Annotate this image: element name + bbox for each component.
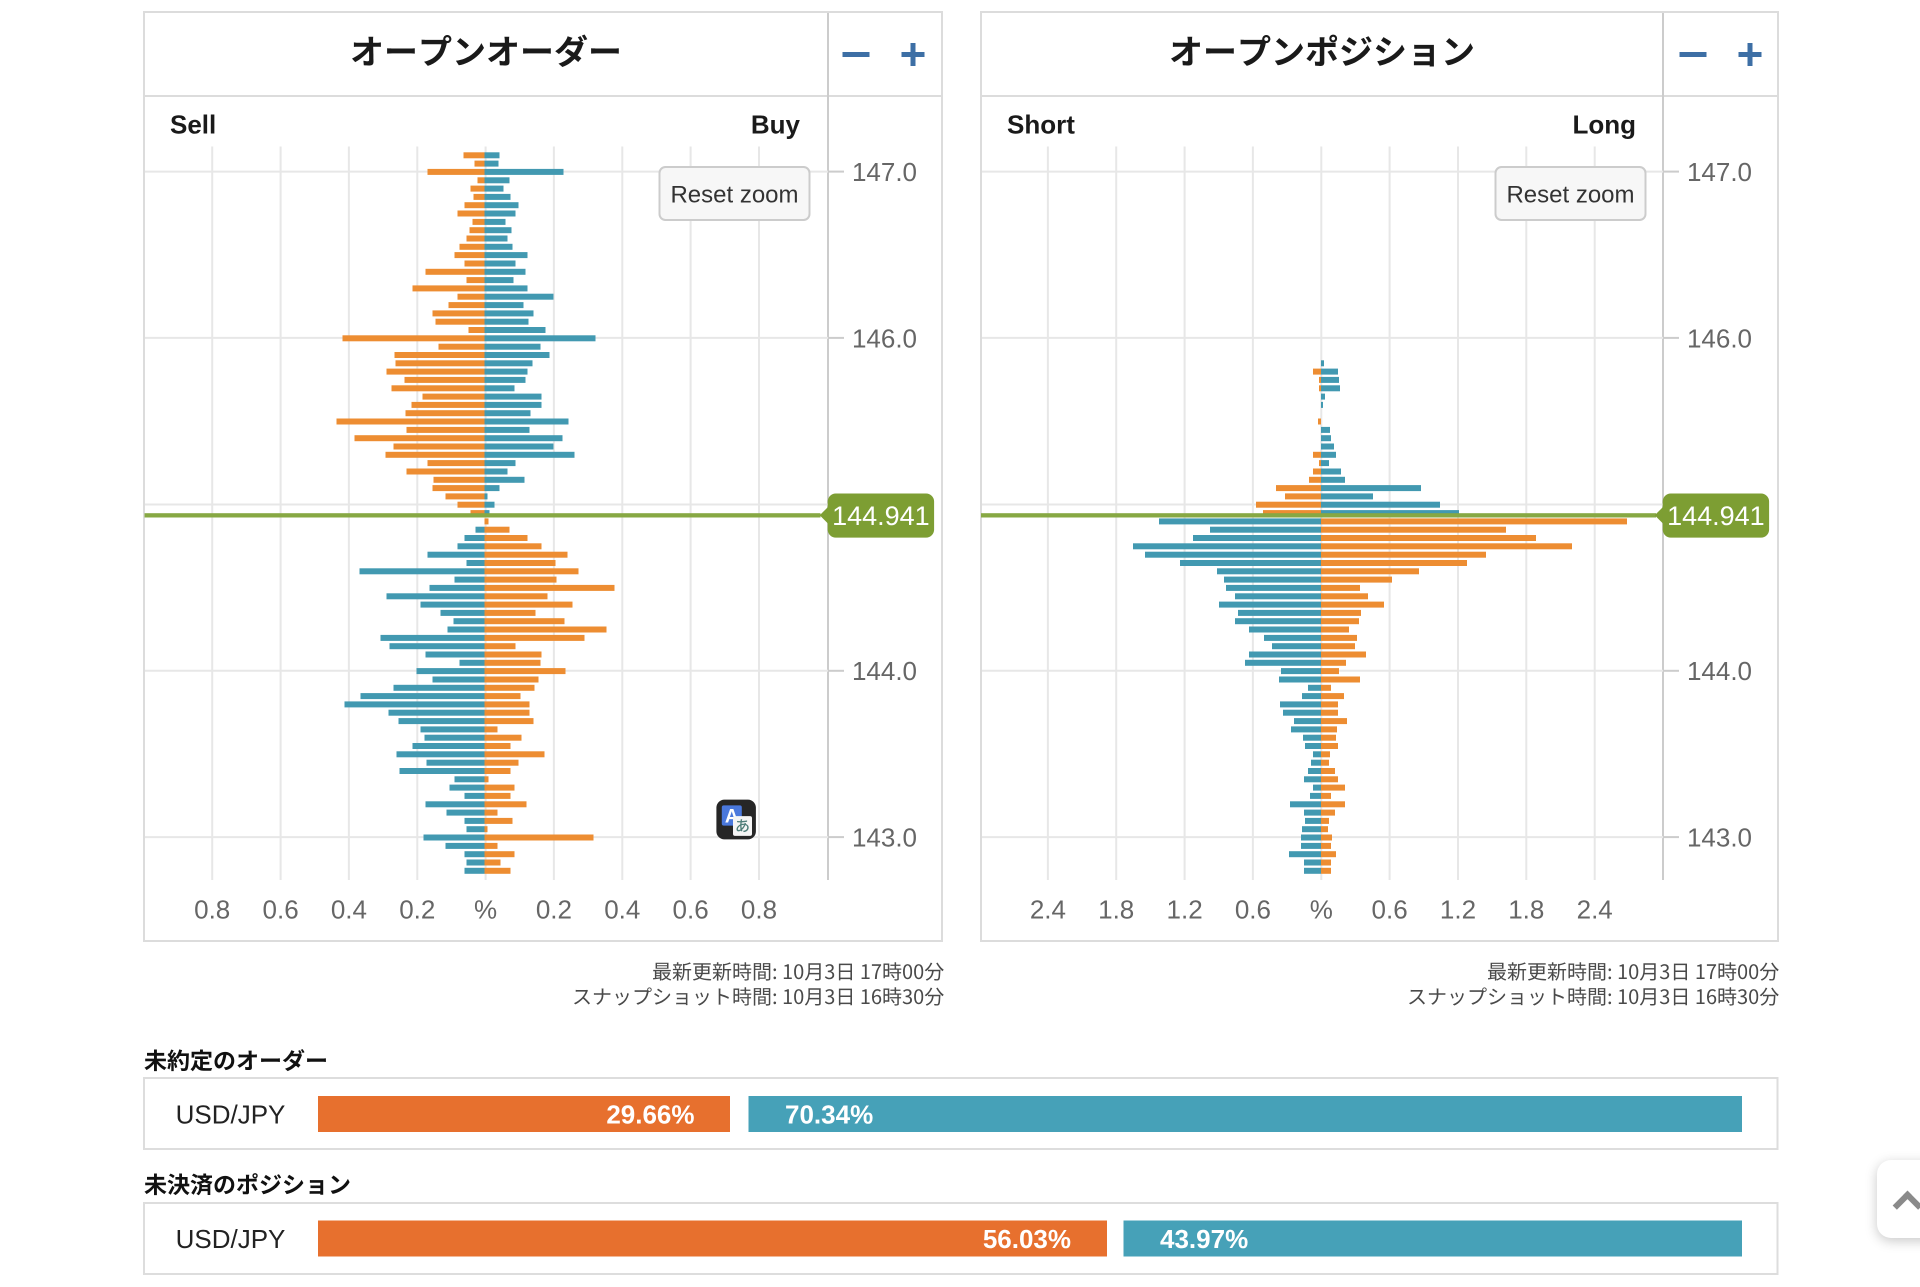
svg-text:0.4: 0.4 xyxy=(331,895,367,925)
svg-text:1.8: 1.8 xyxy=(1508,895,1544,925)
svg-text:Long: Long xyxy=(1572,109,1636,139)
svg-text:146.0: 146.0 xyxy=(1687,323,1752,353)
svg-text:Buy: Buy xyxy=(751,109,801,139)
svg-text:0.6: 0.6 xyxy=(673,895,709,925)
svg-text:0.2: 0.2 xyxy=(399,895,435,925)
svg-text:2.4: 2.4 xyxy=(1030,895,1066,925)
svg-text:Reset zoom: Reset zoom xyxy=(670,182,798,209)
svg-text:0.4: 0.4 xyxy=(604,895,640,925)
svg-text:0.8: 0.8 xyxy=(194,895,230,925)
svg-text:143.0: 143.0 xyxy=(1687,823,1752,853)
svg-text:1.2: 1.2 xyxy=(1167,895,1203,925)
svg-text:147.0: 147.0 xyxy=(1687,157,1752,187)
svg-text:Sell: Sell xyxy=(170,109,216,139)
svg-text:144.941: 144.941 xyxy=(1667,501,1765,531)
svg-text:144.941: 144.941 xyxy=(832,501,930,531)
svg-text:56.03%: 56.03% xyxy=(983,1224,1071,1254)
svg-text:0.8: 0.8 xyxy=(741,895,777,925)
svg-text:0.2: 0.2 xyxy=(536,895,572,925)
svg-text:Short: Short xyxy=(1007,109,1075,139)
svg-text:143.0: 143.0 xyxy=(852,823,917,853)
svg-text:2.4: 2.4 xyxy=(1577,895,1613,925)
svg-text:%: % xyxy=(1310,895,1333,925)
svg-text:43.97%: 43.97% xyxy=(1160,1224,1248,1254)
svg-text:1.2: 1.2 xyxy=(1440,895,1476,925)
svg-text:0.6: 0.6 xyxy=(263,895,299,925)
svg-text:1.8: 1.8 xyxy=(1098,895,1134,925)
svg-text:USD/JPY: USD/JPY xyxy=(176,1100,286,1130)
svg-text:146.0: 146.0 xyxy=(852,323,917,353)
svg-text:70.34%: 70.34% xyxy=(785,1100,873,1130)
svg-text:0.6: 0.6 xyxy=(1372,895,1408,925)
svg-text:USD/JPY: USD/JPY xyxy=(176,1224,286,1254)
svg-text:147.0: 147.0 xyxy=(852,157,917,187)
svg-text:%: % xyxy=(474,895,497,925)
svg-text:Reset zoom: Reset zoom xyxy=(1506,182,1634,209)
svg-text:0.6: 0.6 xyxy=(1235,895,1271,925)
svg-text:144.0: 144.0 xyxy=(852,656,917,686)
svg-text:29.66%: 29.66% xyxy=(606,1100,694,1130)
svg-text:144.0: 144.0 xyxy=(1687,656,1752,686)
